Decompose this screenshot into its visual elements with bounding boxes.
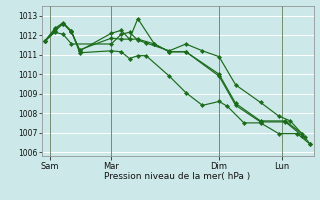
X-axis label: Pression niveau de la mer( hPa ): Pression niveau de la mer( hPa ) — [104, 172, 251, 181]
